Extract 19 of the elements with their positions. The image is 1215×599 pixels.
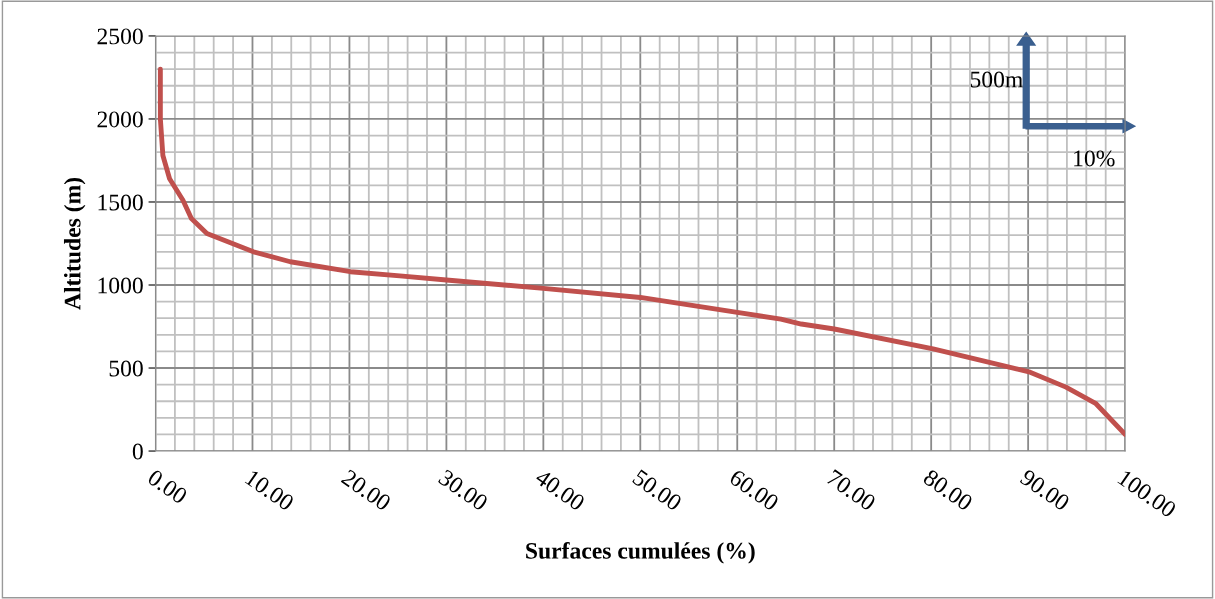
x-tick-label: 20.00 bbox=[340, 468, 392, 512]
x-tick-label: 0.00 bbox=[146, 468, 189, 505]
x-tick-label: 60.00 bbox=[728, 468, 780, 512]
y-tick-label: 2000 bbox=[97, 111, 143, 128]
y-tick-label: 1000 bbox=[98, 277, 143, 294]
y-tick-label: 500 bbox=[109, 360, 143, 377]
line-series bbox=[157, 66, 1126, 437]
x-tick-label: 10.00 bbox=[244, 469, 295, 512]
x-axis-title: Surfaces cumulées (%) bbox=[526, 541, 755, 564]
x-tick-label: 30.00 bbox=[437, 468, 489, 512]
y-tick-label: 0 bbox=[132, 443, 143, 460]
x-tick-label: 90.00 bbox=[1019, 468, 1071, 512]
x-tick-label: 80.00 bbox=[922, 468, 974, 512]
y-axis-title: Altitudes (m) bbox=[63, 177, 86, 310]
annotation: 500m bbox=[970, 71, 1023, 88]
y-tick-label: 2500 bbox=[97, 28, 143, 45]
annotation: 10% bbox=[1074, 150, 1115, 167]
y-tick-label: 1500 bbox=[98, 194, 143, 211]
x-tick-label: 40.00 bbox=[534, 468, 586, 512]
